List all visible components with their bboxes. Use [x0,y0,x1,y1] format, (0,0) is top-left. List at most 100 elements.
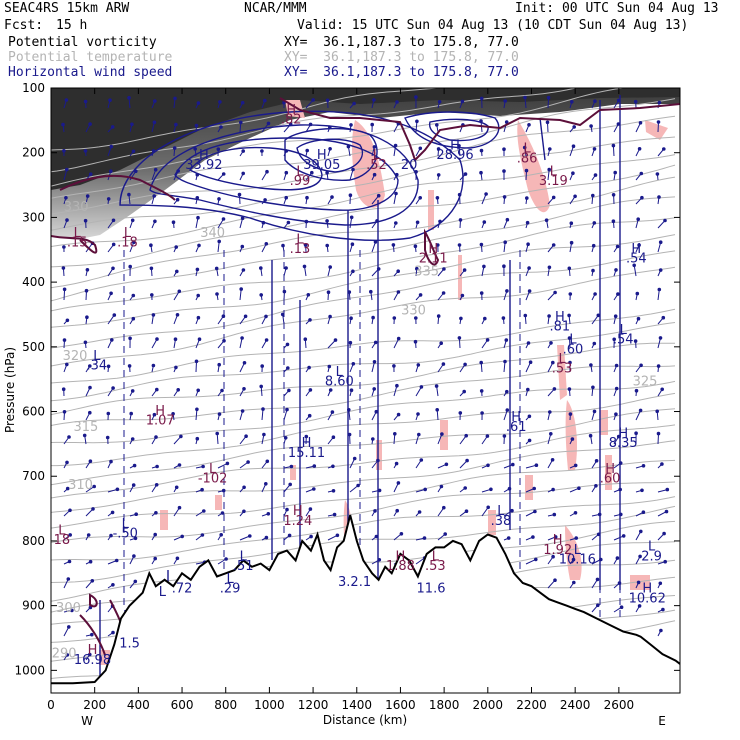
wind-arrow-head [462,389,467,394]
wind-arrow-head [506,536,511,540]
extremum-label: H [428,242,438,257]
wind-arrow-head [457,336,462,340]
extremum-label: .38 [491,514,512,529]
theta-contour [51,481,676,543]
y-tick-label: 200 [22,146,45,160]
wind-arrow-head [611,219,616,223]
wind-arrow-head [638,121,643,125]
extremum-label: H [631,242,641,257]
wind-arrow-head [392,316,397,320]
wind-arrow-head [418,293,423,297]
wind-arrow-head [463,172,468,176]
wind-arrow-head [662,147,666,151]
wind-arrow-head [248,534,252,538]
wind-arrow-head [284,195,289,200]
wind-arrow-head [394,461,399,466]
wind-arrow-head [305,148,310,153]
wind-arrow-head [62,338,67,342]
wind-arrow-head [350,242,355,246]
x-tick-label: 200 [83,698,106,712]
theta-contour [51,440,676,513]
wind-arrow-head [176,388,180,392]
extremum-label: 28.96 [436,148,473,163]
wind-arrow-head [436,173,441,177]
y-tick-label: 500 [22,340,45,354]
wind-arrow-head [308,507,313,511]
wind-arrow-head [303,243,308,247]
wind-arrow-head [395,100,399,104]
extremum-label: H [555,310,565,325]
wind-arrow [239,289,242,301]
wind-arrow-head [149,266,154,271]
wind-arrow-head [639,529,643,534]
wind-arrow-head [567,387,572,391]
wind-arrow-head [111,583,115,587]
wind-arrow-head [175,313,180,317]
wind-arrow-head [264,242,269,246]
wind-arrow-head [373,240,378,244]
wind-arrow-head [130,122,134,127]
theta-contour [51,408,676,486]
wind-arrow-head [465,458,469,463]
extremum-label: L [620,323,628,338]
theta-labels: 330 340 330 335 320 315 325 310 300 290 [52,200,658,661]
wind-arrow-head [551,360,555,365]
extremum-label: H [199,148,209,163]
wind-arrow-head [460,99,465,104]
wind-arrow-head [462,268,467,272]
wind-arrow-head [655,409,660,414]
wind-arrow-head [225,461,230,466]
wind-arrow-head [83,340,88,345]
extremum-label: H [511,410,521,425]
wind-arrow-head [638,408,643,413]
wind-arrow-head [372,145,377,149]
wind-arrow-head [111,218,116,223]
wind-arrow-head [614,268,618,272]
wind-arrow-head [593,99,597,103]
wind-arrow-head [526,387,530,392]
wind-arrow-head [569,240,574,245]
wind-arrow-head [503,99,508,103]
wind-arrow-head [444,462,449,467]
wind-arrow-head [325,98,330,103]
wind-arrow-head [435,408,440,412]
axes: 0 200 400 600 800 1000 1200 1400 1600 1800 2000 220… [14,81,680,712]
wind-arrow-head [65,362,69,367]
wind-arrow-head [486,463,490,468]
theta-label: 330 [64,200,89,215]
extremum-label: L [74,226,82,241]
wind-arrow-head [458,411,463,415]
wind-arrow-head [614,412,618,417]
wind-arrow-head [504,120,509,124]
wind-arrow-head [611,193,616,197]
wind-arrow-head [109,144,114,149]
wind-arrow-head [151,363,156,368]
wind-arrow-head [414,95,418,99]
wind-arrow-head [64,98,69,102]
wind-arrow-head [395,383,399,388]
wind-arrow-head [615,244,620,249]
extremum-label: 1.24 [283,514,312,529]
wind-arrow-head [153,556,157,561]
wind-arrow-head [310,170,314,175]
wind-arrow-head [657,287,662,292]
extremum-label: H [286,103,296,118]
wind-arrow-head [418,146,423,151]
wind-arrow-head [553,578,557,583]
wind-arrow-head [419,385,424,389]
wind-arrow-head [552,387,557,391]
wind-arrow-head [179,434,183,439]
wind-arrow-head [173,96,177,101]
wind-arrow-head [479,291,484,295]
wind-arrow-head [593,173,598,177]
wind-arrow-head [86,533,91,537]
wind-arrow-head [372,172,377,177]
wind-arrow-head [371,315,375,320]
wind-arrow-head [195,267,200,272]
wind-arrow-head [155,464,159,469]
extremum-label: L [240,549,248,564]
wind-arrow-head [551,195,556,200]
wind-arrow-head [65,460,69,465]
x-tick-label: 1000 [254,698,285,712]
